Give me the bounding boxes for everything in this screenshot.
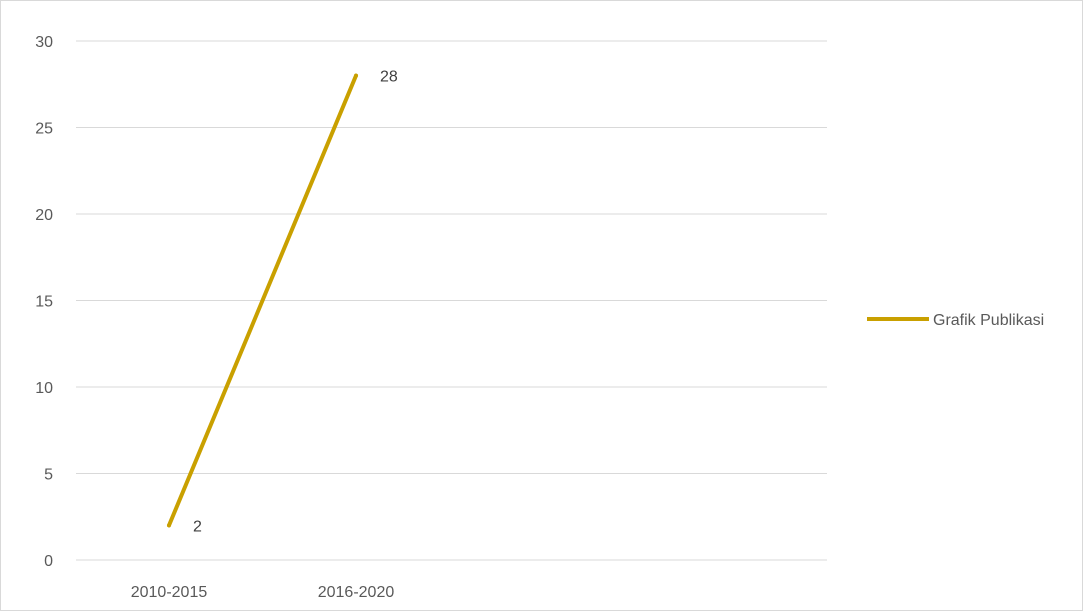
x-axis-ticks: 2010-2015 2016-2020 xyxy=(131,584,395,601)
data-label: 28 xyxy=(380,69,398,86)
y-tick-label: 0 xyxy=(44,553,53,570)
x-tick-label: 2016-2020 xyxy=(318,584,395,601)
series-layer xyxy=(167,73,358,528)
legend-entry-label: Grafik Publikasi xyxy=(933,312,1044,329)
x-tick-label: 2010-2015 xyxy=(131,584,208,601)
y-tick-label: 30 xyxy=(35,34,53,51)
y-tick-label: 25 xyxy=(35,121,53,138)
y-tick-label: 15 xyxy=(35,294,53,311)
series-line xyxy=(167,73,358,528)
y-tick-label: 10 xyxy=(35,380,53,397)
legend: Grafik Publikasi xyxy=(867,312,1044,329)
data-label: 2 xyxy=(193,518,202,535)
y-tick-label: 20 xyxy=(35,207,53,224)
y-tick-label: 5 xyxy=(44,467,53,484)
gridlines xyxy=(76,40,827,561)
data-point xyxy=(167,523,171,528)
data-labels: 2 28 xyxy=(193,69,398,536)
y-axis-ticks: 0 5 10 15 20 25 30 xyxy=(35,34,53,570)
data-point xyxy=(354,73,358,78)
